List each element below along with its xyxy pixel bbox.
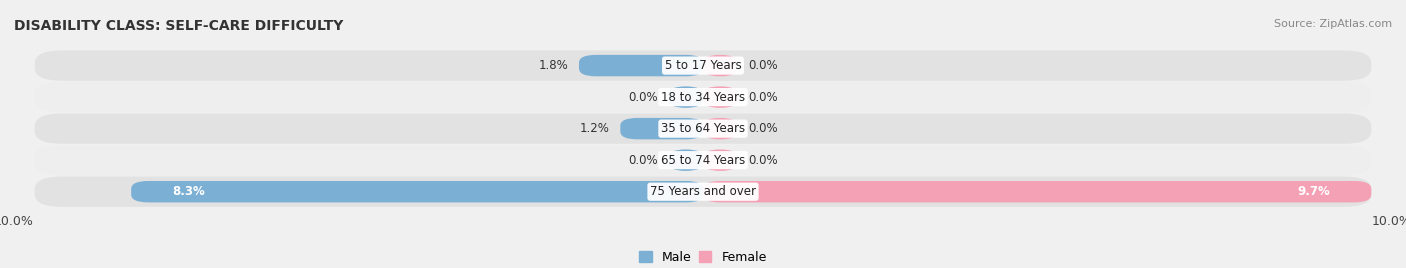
FancyBboxPatch shape [703,150,738,171]
Legend: Male, Female: Male, Female [640,251,766,264]
FancyBboxPatch shape [579,55,703,76]
Text: 8.3%: 8.3% [173,185,205,198]
Text: 5 to 17 Years: 5 to 17 Years [665,59,741,72]
Text: 1.8%: 1.8% [538,59,568,72]
FancyBboxPatch shape [35,82,1371,112]
Text: 18 to 34 Years: 18 to 34 Years [661,91,745,104]
Text: DISABILITY CLASS: SELF-CARE DIFFICULTY: DISABILITY CLASS: SELF-CARE DIFFICULTY [14,19,343,33]
FancyBboxPatch shape [620,118,703,139]
Text: Source: ZipAtlas.com: Source: ZipAtlas.com [1274,19,1392,29]
FancyBboxPatch shape [35,50,1371,81]
FancyBboxPatch shape [703,86,738,108]
FancyBboxPatch shape [131,181,703,202]
FancyBboxPatch shape [703,181,1371,202]
Text: 1.2%: 1.2% [581,122,610,135]
Text: 0.0%: 0.0% [628,154,658,167]
Text: 0.0%: 0.0% [628,91,658,104]
Text: 0.0%: 0.0% [748,154,778,167]
FancyBboxPatch shape [669,150,703,171]
Text: 0.0%: 0.0% [748,122,778,135]
FancyBboxPatch shape [703,55,738,76]
Text: 0.0%: 0.0% [748,91,778,104]
Text: 75 Years and over: 75 Years and over [650,185,756,198]
Text: 0.0%: 0.0% [748,59,778,72]
Text: 9.7%: 9.7% [1298,185,1330,198]
Text: 35 to 64 Years: 35 to 64 Years [661,122,745,135]
FancyBboxPatch shape [35,145,1371,175]
FancyBboxPatch shape [35,114,1371,144]
Text: 65 to 74 Years: 65 to 74 Years [661,154,745,167]
FancyBboxPatch shape [35,177,1371,207]
FancyBboxPatch shape [703,118,738,139]
FancyBboxPatch shape [669,86,703,108]
